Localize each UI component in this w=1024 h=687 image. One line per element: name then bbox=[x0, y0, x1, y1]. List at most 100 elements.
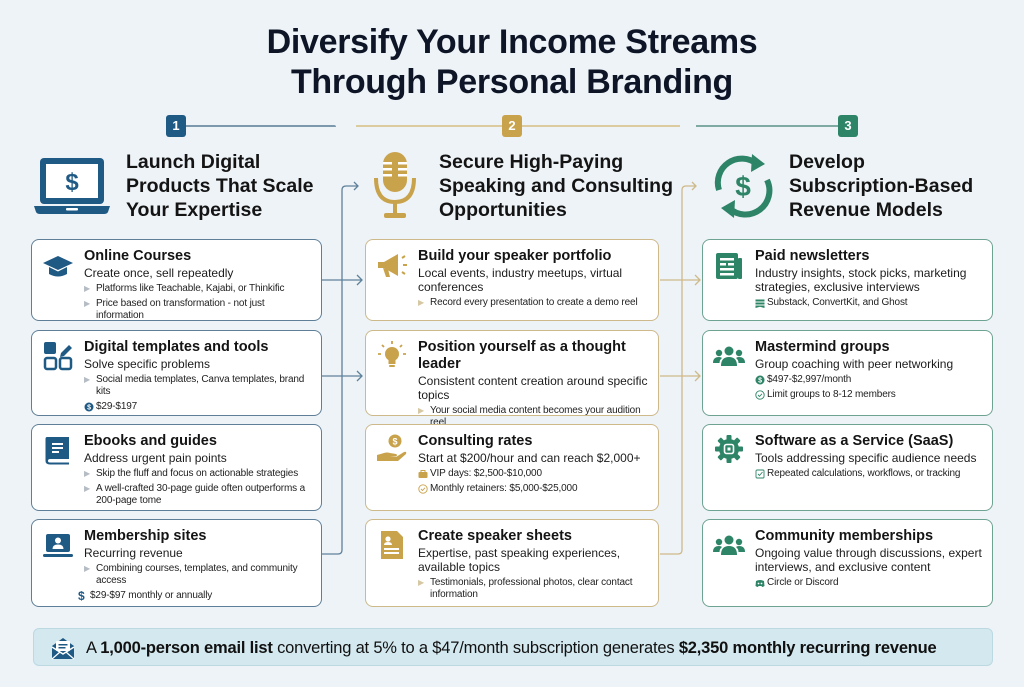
card-title: Membership sites bbox=[84, 528, 207, 544]
card-subtitle: Start at $200/hour and can reach $2,000+ bbox=[418, 451, 641, 465]
card-mastermind-groups: Mastermind groups Group coaching with pe… bbox=[702, 330, 993, 416]
checkbox-icon bbox=[755, 468, 765, 480]
card-online-courses: Online Courses Create once, sell repeate… bbox=[31, 239, 322, 321]
title-line-2: Through Personal Branding bbox=[290, 63, 734, 101]
dollar-coin-icon: $ bbox=[755, 374, 765, 386]
step-line-2a bbox=[356, 125, 502, 127]
step-line-1 bbox=[186, 125, 336, 127]
bullet-item: Limit groups to 8-12 members bbox=[755, 389, 982, 401]
recurring-dollar-icon: $ bbox=[714, 154, 773, 218]
step-line-3 bbox=[696, 125, 838, 127]
triangle-bullet-icon: ▶ bbox=[84, 375, 91, 384]
laptop-dollar-icon: $ bbox=[34, 158, 110, 214]
card-title: Paid newsletters bbox=[755, 248, 870, 264]
footer-text: A 1,000-person email list converting at … bbox=[86, 639, 937, 657]
bullet-item: ▶ Testimonials, professional photos, clea… bbox=[418, 577, 633, 600]
card-subtitle: Local events, industry meetups, virtual … bbox=[418, 266, 623, 294]
card-saas: Software as a Service (SaaS) Tools addre… bbox=[702, 424, 993, 511]
card-subtitle: Industry insights, stock picks, marketin… bbox=[755, 266, 967, 294]
email-envelope-icon bbox=[51, 638, 75, 660]
community-icon bbox=[713, 535, 745, 555]
card-community-memberships: Community memberships Ongoing value thro… bbox=[702, 519, 993, 607]
column-3-heading: Develop Subscription-Based Revenue Model… bbox=[789, 151, 974, 221]
dollar-coin-icon: $ bbox=[84, 401, 94, 413]
step-line-2b bbox=[522, 125, 680, 127]
hand-coin-icon: $ bbox=[377, 434, 407, 461]
gear-icon bbox=[715, 435, 743, 463]
dollar-sign-icon: $ bbox=[78, 589, 85, 603]
bullet-item: $ $497-$2,997/month bbox=[755, 374, 982, 386]
card-speaker-sheets: Create speaker sheets Expertise, past sp… bbox=[365, 519, 659, 607]
triangle-bullet-icon: ▶ bbox=[84, 469, 91, 478]
footer-bold-revenue: $2,350 monthly recurring revenue bbox=[678, 639, 937, 657]
page-title: Diversify Your Income Streams Through Pe… bbox=[0, 22, 1024, 102]
briefcase-icon bbox=[418, 468, 428, 480]
svg-text:$: $ bbox=[87, 405, 91, 412]
card-title: Ebooks and guides bbox=[84, 433, 217, 449]
card-subtitle: Tools addressing specific audience needs bbox=[755, 451, 977, 465]
templates-tools-icon bbox=[43, 342, 73, 371]
card-paid-newsletters: Paid newsletters Industry insights, stoc… bbox=[702, 239, 993, 321]
triangle-bullet-icon: ▶ bbox=[84, 564, 91, 573]
member-laptop-icon bbox=[43, 534, 73, 557]
book-icon bbox=[45, 437, 69, 465]
footer-callout: A 1,000-person email list converting at … bbox=[33, 628, 993, 666]
bullet-item: ▶ Price based on transformation - not jus… bbox=[84, 298, 265, 321]
bullet-item: ▶ Skip the fluff and focus on actionable … bbox=[84, 468, 299, 479]
card-membership-sites: Membership sites Recurring revenue ▶ Comb… bbox=[31, 519, 322, 607]
card-subtitle: Recurring revenue bbox=[84, 546, 183, 560]
svg-text:$: $ bbox=[65, 169, 79, 196]
svg-text:$: $ bbox=[735, 171, 751, 202]
title-line-1: Diversify Your Income Streams bbox=[266, 23, 758, 61]
card-title: Position yourself as a thought leader bbox=[418, 339, 626, 372]
bullet-item: Circle or Discord bbox=[755, 577, 982, 589]
check-circle-icon bbox=[755, 389, 765, 401]
triangle-bullet-icon: ▶ bbox=[418, 406, 425, 415]
step-badge-1: 1 bbox=[166, 115, 186, 137]
triangle-bullet-icon: ▶ bbox=[84, 299, 91, 308]
card-subtitle: Ongoing value through discussions, exper… bbox=[755, 546, 982, 574]
svg-text:$: $ bbox=[392, 437, 397, 447]
newspaper-icon bbox=[716, 253, 742, 279]
card-subtitle: Consistent content creation around speci… bbox=[418, 374, 648, 402]
bullet-item: Substack, ConvertKit, and Ghost bbox=[755, 297, 982, 309]
card-subtitle: Create once, sell repeatedly bbox=[84, 266, 234, 280]
card-subtitle: Group coaching with peer networking bbox=[755, 357, 954, 371]
triangle-bullet-icon: ▶ bbox=[418, 298, 425, 307]
column-2-header: Secure High-Paying Speaking and Consulti… bbox=[368, 150, 688, 230]
megaphone-icon bbox=[378, 254, 407, 277]
check-circle-icon bbox=[418, 483, 428, 495]
document-person-icon bbox=[381, 531, 403, 559]
bullet-item: ▶ Your social media content becomes your … bbox=[418, 405, 641, 428]
card-subtitle: Address urgent pain points bbox=[84, 451, 227, 465]
bullet-item: ▶ A well-crafted 30-page guide often outp… bbox=[84, 483, 306, 506]
card-title: Community memberships bbox=[755, 528, 934, 544]
column-1-heading: Launch Digital Products That Scale Your … bbox=[126, 151, 314, 221]
bullet-item: VIP days: $2,500-$10,000 bbox=[418, 468, 648, 480]
card-title: Software as a Service (SaaS) bbox=[755, 433, 954, 449]
card-title: Digital templates and tools bbox=[84, 339, 269, 355]
triangle-bullet-icon: ▶ bbox=[418, 578, 425, 587]
discord-icon bbox=[755, 577, 765, 589]
card-title: Create speaker sheets bbox=[418, 528, 572, 544]
bullet-item: $ $29-$197 bbox=[84, 401, 311, 413]
bullet-item: ▶ Platforms like Teachable, Kajabi, or Th… bbox=[84, 283, 285, 294]
card-title: Mastermind groups bbox=[755, 339, 890, 355]
connector-col1-col2 bbox=[322, 181, 363, 555]
svg-text:$: $ bbox=[758, 378, 762, 385]
column-1-header: $ Launch Digital Products That Scale You… bbox=[32, 150, 332, 230]
card-ebooks-guides: Ebooks and guides Address urgent pain po… bbox=[31, 424, 322, 511]
card-title: Build your speaker portfolio bbox=[418, 248, 612, 264]
microphone-icon bbox=[374, 152, 416, 218]
lightbulb-icon bbox=[378, 341, 406, 367]
graduation-cap-icon bbox=[43, 256, 73, 277]
column-3-header: $ Develop Subscription-Based Revenue Mod… bbox=[705, 150, 1005, 230]
triangle-bullet-icon: ▶ bbox=[84, 484, 91, 493]
triangle-bullet-icon: ▶ bbox=[84, 284, 91, 293]
bullet-item: ▶ Social media templates, Canva templates… bbox=[84, 374, 305, 397]
stack-icon bbox=[755, 297, 765, 309]
step-badge-2: 2 bbox=[502, 115, 522, 137]
bullet-item: Repeated calculations, workflows, or tra… bbox=[755, 468, 982, 480]
card-thought-leader: Position yourself as a thought leader Co… bbox=[365, 330, 659, 428]
bullet-item: ▶ Record every presentation to create a d… bbox=[418, 297, 638, 308]
